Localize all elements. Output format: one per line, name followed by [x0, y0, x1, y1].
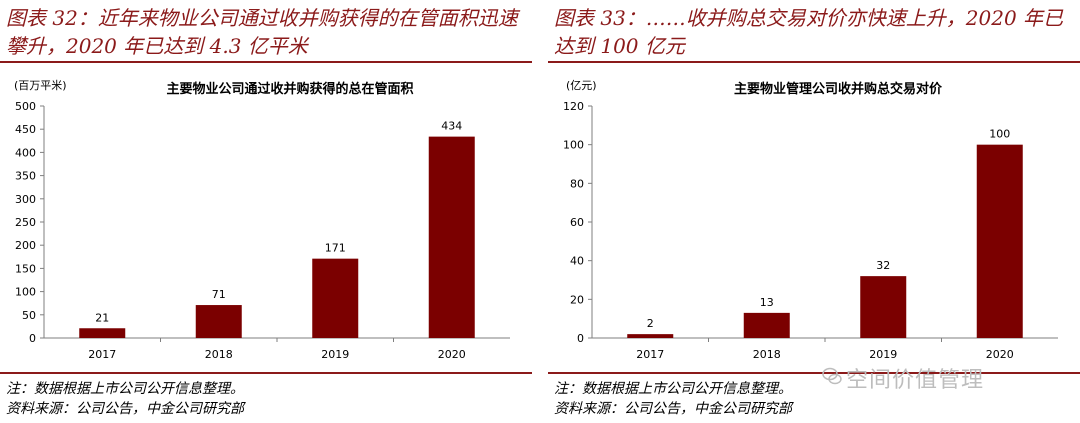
y-tick-label: 500	[15, 100, 36, 113]
bar	[312, 258, 359, 338]
footnote: 注：数据根据上市公司公开信息整理。	[6, 381, 244, 397]
data-label: 21	[95, 311, 109, 324]
footnote: 注：数据根据上市公司公开信息整理。	[554, 381, 792, 397]
y-tick-label: 0	[577, 332, 584, 345]
y-tick-label: 150	[15, 262, 36, 275]
bar	[743, 312, 790, 338]
bar	[627, 334, 674, 338]
y-tick-label: 300	[15, 193, 36, 206]
bar	[79, 328, 126, 338]
y-unit-label: (百万平米)	[14, 79, 67, 92]
y-tick-label: 100	[15, 286, 36, 299]
wechat-icon	[822, 367, 842, 385]
y-unit-label: (亿元)	[566, 79, 597, 92]
source-note: 资料来源：公司公告，中金公司研究部	[6, 401, 244, 417]
data-label: 171	[325, 242, 346, 255]
x-tick-label: 2018	[205, 348, 233, 361]
y-tick-label: 100	[563, 139, 584, 152]
bar	[428, 136, 475, 338]
x-tick-label: 2017	[88, 348, 116, 361]
left-panel: 图表 32：近年来物业公司通过收并购获得的在管面积迅速攀升，2020 年已达到 …	[0, 0, 532, 423]
y-tick-label: 0	[29, 332, 36, 345]
x-tick-label: 2020	[438, 348, 466, 361]
y-tick-label: 200	[15, 239, 36, 252]
y-tick-label: 400	[15, 146, 36, 159]
bottom-rule	[0, 372, 532, 374]
bar-chart-area: 0 20 40 60 80 100 120 2 2017 13 2018 32 2019 100 2020	[563, 100, 1058, 361]
data-label: 2	[647, 317, 654, 330]
watermark: 空间价值管理	[846, 368, 985, 393]
top-rule	[0, 61, 532, 63]
data-label: 434	[441, 120, 462, 133]
data-label: 100	[989, 128, 1010, 141]
bottom-rule	[548, 372, 1080, 374]
y-tick-label: 40	[570, 255, 584, 268]
x-tick-label: 2019	[321, 348, 349, 361]
y-tick-label: 350	[15, 170, 36, 183]
bar	[976, 144, 1023, 338]
figure-heading: 图表 32：近年来物业公司通过收并购获得的在管面积迅速攀升，2020 年已达到 …	[6, 6, 518, 58]
data-label: 32	[876, 259, 890, 272]
y-tick-label: 80	[570, 177, 584, 190]
x-tick-label: 2018	[753, 348, 781, 361]
bar-chart-area: 0 50 100 150 200 250 300 350 400 450 500 21 2017 71 20…	[15, 100, 510, 361]
bar	[860, 276, 907, 338]
source-note: 资料来源：公司公告，中金公司研究部	[554, 401, 792, 417]
figure-heading: 图表 33：……收并购总交易对价亦快速上升，2020 年已达到 100 亿元	[554, 6, 1064, 58]
data-label: 13	[760, 296, 774, 309]
y-tick-label: 250	[15, 216, 36, 229]
x-tick-label: 2019	[869, 348, 897, 361]
top-rule	[548, 61, 1080, 63]
y-tick-label: 20	[570, 293, 584, 306]
data-label: 71	[212, 288, 226, 301]
y-tick-label: 60	[570, 216, 584, 229]
chart-title: 主要物业管理公司收并购总交易对价	[733, 82, 942, 97]
bar	[195, 305, 242, 338]
y-tick-label: 450	[15, 123, 36, 136]
right-panel: 图表 33：……收并购总交易对价亦快速上升，2020 年已达到 100 亿元 (…	[548, 0, 1080, 423]
x-tick-label: 2020	[986, 348, 1014, 361]
y-tick-label: 120	[563, 100, 584, 113]
chart-title: 主要物业公司通过收并购获得的总在管面积	[166, 82, 414, 97]
y-tick-label: 50	[22, 309, 36, 322]
x-tick-label: 2017	[636, 348, 664, 361]
